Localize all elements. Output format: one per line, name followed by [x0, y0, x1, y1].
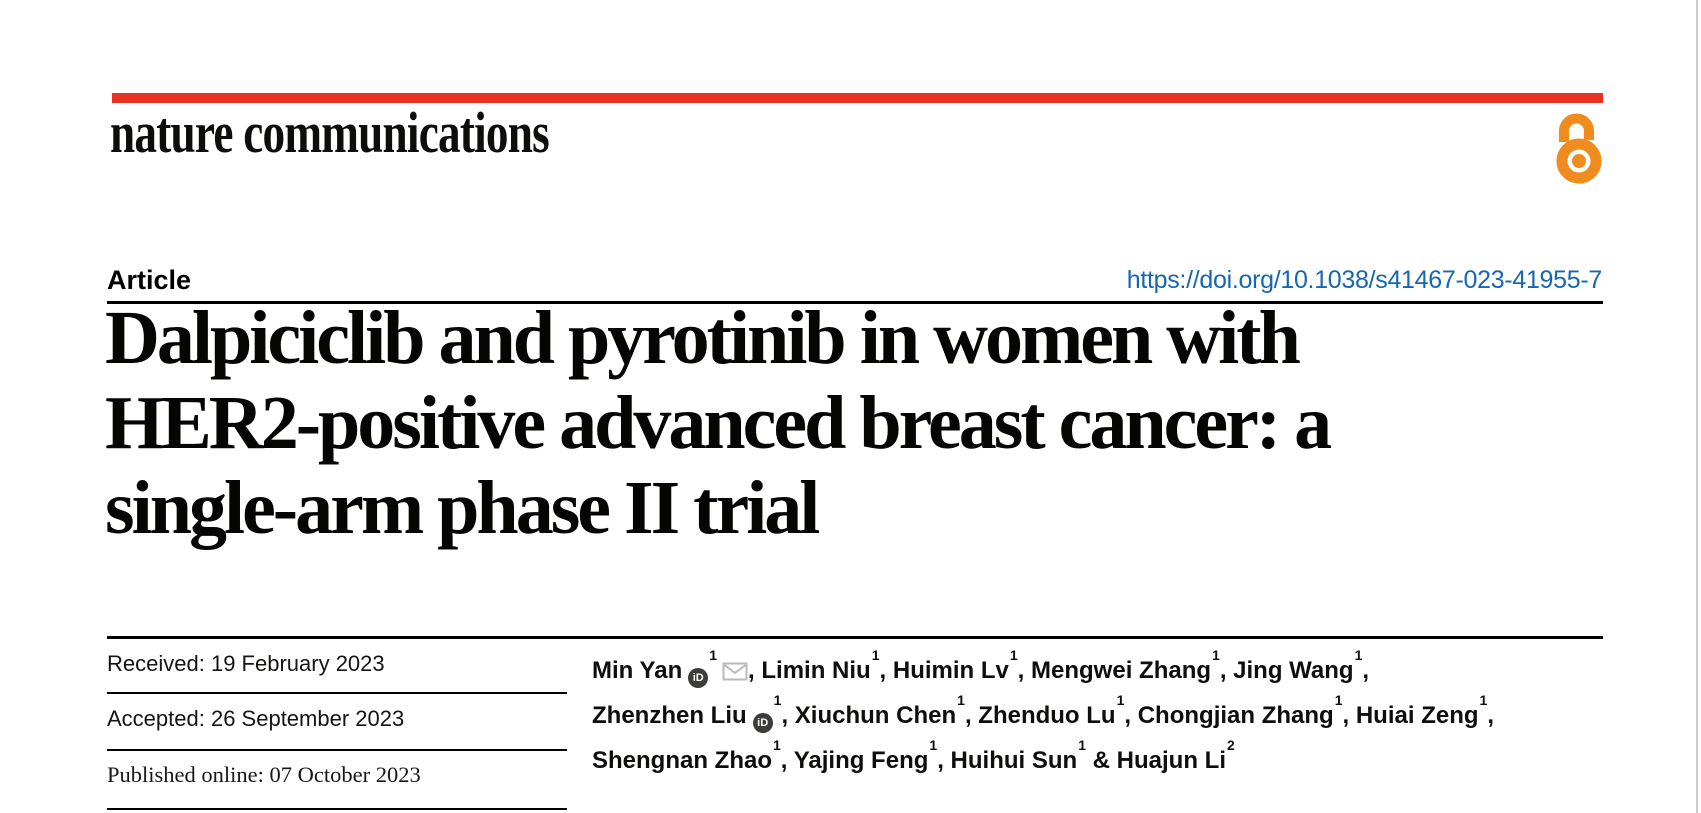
date-divider-3: [107, 808, 567, 810]
date-divider-2: [107, 749, 567, 751]
author-name: Jing Wang: [1233, 657, 1354, 684]
author-zhenduo-lu: Zhenduo Lu1: [978, 692, 1124, 729]
author-line-3: Shengnan Zhao1, Yajing Feng1, Huihui Sun…: [592, 737, 1235, 774]
author-affiliation-sup: 1: [773, 737, 781, 753]
received-date: 19 February 2023: [210, 651, 385, 676]
page-right-edge: [1696, 0, 1698, 813]
author-huiai-zeng: Huiai Zeng1: [1355, 692, 1487, 729]
published-row: Published online: 07 October 2023: [107, 760, 572, 790]
author-name: Chongjian Zhang: [1137, 702, 1334, 729]
date-divider-1: [107, 692, 567, 694]
author-huimin-lv: Huimin Lv1: [892, 647, 1018, 684]
header-divider: [107, 301, 1603, 304]
metadata-top-divider: [107, 636, 1603, 639]
author-shengnan-zhao: Shengnan Zhao1: [592, 737, 781, 774]
author-affiliation-sup: 1: [929, 737, 938, 753]
journal-logo: nature communications: [110, 100, 550, 165]
author-affiliation-sup: 1: [1116, 692, 1125, 708]
author-xiuchun-chen: Xiuchun Chen1: [794, 692, 965, 729]
author-chongjian-zhang: Chongjian Zhang1: [1137, 692, 1343, 729]
author-name: Zhenduo Lu: [978, 702, 1116, 729]
author-list: Min Yan iD1, Limin Niu1, Huimin Lv1, Meng…: [592, 645, 1607, 780]
author-line-2: Zhenzhen Liu iD1, Xiuchun Chen1, Zhenduo …: [592, 690, 1607, 735]
author-affiliation-sup: 1: [1078, 737, 1086, 753]
title-line-3: single-arm phase II trial: [105, 466, 820, 550]
author-zhenzhen-liu: Zhenzhen Liu iD1: [592, 692, 781, 733]
doi-link[interactable]: https://doi.org/10.1038/s41467-023-41955…: [1126, 266, 1603, 294]
author-name: Huimin Lv: [892, 657, 1009, 684]
author-affiliation-sup: 1: [1479, 692, 1488, 708]
published-date: 07 October 2023: [269, 762, 421, 787]
author-affiliation-sup: 1: [871, 647, 880, 663]
author-name: Min Yan: [592, 657, 683, 684]
brand-red-bar: [112, 93, 1603, 103]
author-name: Mengwei Zhang: [1031, 657, 1212, 684]
received-label: Received:: [107, 651, 205, 676]
author-affiliation-sup: 1: [957, 692, 965, 708]
author-huajun-li: Huajun Li2: [1116, 737, 1235, 774]
author-name: Huihui Sun: [950, 747, 1078, 774]
author-limin-niu: Limin Niu1: [761, 647, 879, 684]
author-name: Huajun Li: [1116, 747, 1226, 774]
author-name: Xiuchun Chen: [794, 702, 957, 729]
author-name: Zhenzhen Liu: [592, 702, 747, 729]
author-yajing-feng: Yajing Feng1: [793, 737, 937, 774]
accepted-row: Accepted: 26 September 2023: [107, 704, 572, 734]
author-affiliation-sup: 1: [1212, 647, 1220, 663]
article-type-label: Article: [107, 265, 192, 295]
email-icon[interactable]: [722, 662, 748, 681]
title-line-1: Dalpiciclib and pyrotinib in women with: [105, 296, 1301, 380]
author-affiliation-sup: 1: [773, 692, 782, 708]
author-name: Yajing Feng: [793, 747, 929, 774]
orcid-icon[interactable]: iD: [752, 713, 773, 733]
author-affiliation-sup: 1: [709, 647, 718, 663]
author-jing-wang: Jing Wang1: [1233, 647, 1362, 684]
author-name: Limin Niu: [761, 657, 871, 684]
author-affiliation-sup: 1: [1354, 647, 1363, 663]
author-affiliation-sup: 1: [1334, 692, 1343, 708]
author-name: Huiai Zeng: [1355, 702, 1479, 729]
author-mengwei-zhang: Mengwei Zhang1: [1031, 647, 1220, 684]
accepted-date: 26 September 2023: [210, 706, 405, 731]
author-huihui-sun: Huihui Sun1: [950, 737, 1086, 774]
article-title: Dalpiciclib and pyrotinib in women with …: [105, 296, 1585, 551]
open-access-icon: [1556, 113, 1602, 184]
accepted-label: Accepted:: [107, 706, 205, 731]
author-line-1: Min Yan iD1, Limin Niu1, Huimin Lv1, Meng…: [592, 645, 1607, 690]
author-name: Shengnan Zhao: [592, 747, 772, 774]
author-min-yan: Min Yan iD1: [592, 647, 748, 688]
received-row: Received: 19 February 2023: [107, 649, 572, 679]
published-label: Published online:: [107, 762, 264, 787]
author-affiliation-sup: 1: [1009, 647, 1018, 663]
title-line-2: HER2-positive advanced breast cancer: a: [105, 381, 1332, 465]
author-affiliation-sup: 2: [1226, 737, 1235, 753]
orcid-icon[interactable]: iD: [688, 668, 709, 688]
